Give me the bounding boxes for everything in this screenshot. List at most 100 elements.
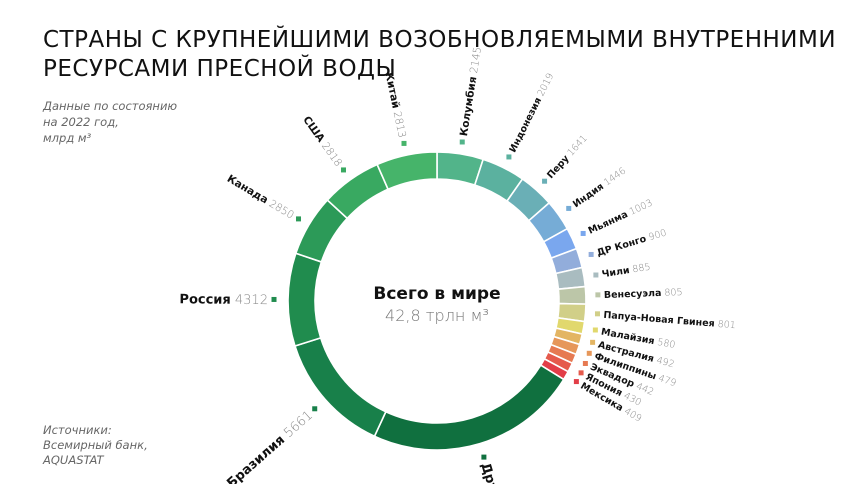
svg-text:Колумбия 2145: Колумбия 2145 bbox=[458, 46, 484, 137]
segment-label: Бразилия 5661 bbox=[224, 408, 316, 484]
legend-marker-icon bbox=[590, 339, 596, 345]
segment-label: ДР Конго 900 bbox=[596, 227, 668, 258]
segment-value: 492 bbox=[652, 354, 675, 370]
segment-name: Чили bbox=[601, 265, 630, 280]
legend-marker-icon bbox=[582, 360, 588, 366]
segment-name: Индонезия bbox=[507, 96, 544, 155]
segment-label: Россия 4312 bbox=[179, 292, 268, 308]
segment-value: 885 bbox=[629, 262, 652, 276]
segment-value: 2813 bbox=[390, 107, 408, 139]
segment-name: ДР Конго bbox=[596, 233, 649, 258]
legend-marker-icon bbox=[592, 327, 598, 333]
legend-marker-icon bbox=[566, 205, 572, 211]
chart-subtitle: Данные по состоянию на 2022 год, млрд м³ bbox=[43, 98, 177, 146]
segment-name: Венесуэла bbox=[604, 288, 662, 301]
segment-label: Другие страны 9875 bbox=[477, 461, 534, 484]
segment-label: Колумбия 2145 bbox=[458, 46, 484, 137]
donut-segment bbox=[557, 285, 587, 305]
segment-name: Россия bbox=[179, 292, 230, 307]
svg-text:Чили 885: Чили 885 bbox=[601, 262, 651, 281]
legend-marker-icon bbox=[296, 216, 302, 222]
legend-marker-icon bbox=[595, 292, 601, 298]
segment-label: Мьянма 1003 bbox=[587, 198, 655, 237]
subtitle-line-1: Данные по состоянию bbox=[43, 99, 178, 113]
segment-value: 2145 bbox=[467, 46, 484, 78]
segment-label: Папуа-Новая Гвинея 801 bbox=[603, 310, 736, 332]
sources-line-2: Всемирный банк, bbox=[43, 438, 148, 452]
segment-name: Папуа-Новая Гвинея bbox=[603, 310, 715, 330]
svg-text:Другие страны 9875: Другие страны 9875 bbox=[477, 461, 534, 484]
legend-marker-icon bbox=[580, 230, 586, 236]
segment-value: 5661 bbox=[278, 408, 316, 444]
segment-value: 900 bbox=[644, 227, 667, 244]
svg-text:Россия 4312: Россия 4312 bbox=[179, 292, 268, 308]
segment-value: 1003 bbox=[625, 198, 654, 219]
segment-name: Канада bbox=[225, 173, 270, 207]
svg-text:Китай 2813: Китай 2813 bbox=[382, 71, 407, 139]
segment-name: Индия bbox=[571, 181, 606, 210]
segment-name: Колумбия bbox=[458, 76, 479, 137]
svg-text:Индонезия 2019: Индонезия 2019 bbox=[507, 72, 556, 155]
segment-label: Индонезия 2019 bbox=[507, 72, 556, 155]
legend-marker-icon bbox=[459, 139, 465, 145]
legend-marker-icon bbox=[588, 251, 594, 257]
segment-label: Венесуэла 805 bbox=[604, 287, 683, 301]
legend-marker-icon bbox=[271, 296, 277, 302]
segment-name: Другие страны bbox=[477, 461, 524, 484]
segment-value: 2818 bbox=[317, 138, 344, 169]
legend-marker-icon bbox=[593, 272, 599, 278]
legend-marker-icon bbox=[401, 140, 407, 146]
legend-marker-icon bbox=[586, 350, 592, 356]
segment-value: 479 bbox=[654, 372, 678, 389]
legend-marker-icon bbox=[481, 454, 487, 460]
center-value: 42,8 трлн м³ bbox=[385, 306, 489, 325]
svg-text:Индия 1446: Индия 1446 bbox=[571, 165, 628, 210]
legend-marker-icon bbox=[542, 178, 548, 184]
segment-value: 1446 bbox=[600, 165, 629, 190]
legend-marker-icon bbox=[340, 167, 346, 173]
segment-value: 801 bbox=[714, 319, 736, 332]
donut-segment bbox=[373, 364, 565, 451]
donut-segment bbox=[376, 151, 438, 191]
legend-marker-icon bbox=[594, 311, 600, 317]
legend-marker-icon bbox=[578, 370, 584, 376]
svg-text:Папуа-Новая Гвинея 801: Папуа-Новая Гвинея 801 bbox=[603, 310, 736, 332]
segment-value: 2850 bbox=[264, 196, 296, 222]
center-total: Всего в мире 42,8 трлн м³ bbox=[337, 284, 537, 325]
sources-note: Источники: Всемирный банк, AQUASTAT bbox=[43, 423, 148, 468]
segment-name: Бразилия bbox=[224, 433, 288, 484]
segment-value: 580 bbox=[653, 336, 676, 351]
segment-label: Индия 1446 bbox=[571, 165, 628, 210]
segment-value: 2019 bbox=[534, 72, 556, 101]
segment-name: Мьянма bbox=[587, 209, 630, 237]
segment-label: Перу 1641 bbox=[545, 133, 590, 181]
segment-label: Китай 2813 bbox=[382, 71, 407, 139]
segment-label: Канада 2850 bbox=[225, 173, 296, 222]
legend-marker-icon bbox=[506, 154, 512, 160]
subtitle-line-2: на 2022 год, bbox=[43, 115, 119, 129]
sources-line-3: AQUASTAT bbox=[43, 453, 104, 467]
segment-label: Чили 885 bbox=[601, 262, 651, 281]
segment-value: 1641 bbox=[563, 133, 589, 161]
donut-segments bbox=[287, 151, 587, 451]
subtitle-line-3: млрд м³ bbox=[43, 131, 92, 145]
segment-value: 409 bbox=[619, 404, 643, 424]
svg-text:Бразилия 5661: Бразилия 5661 bbox=[224, 408, 316, 484]
legend-marker-icon bbox=[312, 406, 318, 412]
svg-text:США 2818: США 2818 bbox=[300, 114, 344, 169]
segment-label: США 2818 bbox=[300, 114, 344, 169]
svg-text:Мьянма 1003: Мьянма 1003 bbox=[587, 198, 655, 237]
legend-marker-icon bbox=[573, 379, 579, 385]
segment-value: 805 bbox=[661, 287, 683, 299]
svg-text:Венесуэла 805: Венесуэла 805 bbox=[604, 287, 683, 301]
title-line-1: Страны с крупнейшими возобновляемыми вну… bbox=[43, 27, 837, 53]
center-title: Всего в мире bbox=[373, 284, 501, 304]
page-title: Страны с крупнейшими возобновляемыми вну… bbox=[43, 26, 837, 84]
sources-line-1: Источники: bbox=[43, 423, 112, 437]
svg-text:ДР Конго 900: ДР Конго 900 bbox=[596, 227, 668, 258]
donut-segment bbox=[287, 252, 323, 348]
segment-name: Китай bbox=[382, 71, 401, 109]
title-line-2: ресурсами пресной воды bbox=[43, 56, 397, 82]
